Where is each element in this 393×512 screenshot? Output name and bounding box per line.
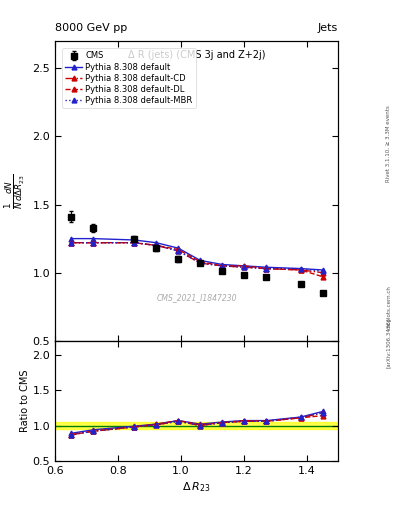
Line: Pythia 8.308 default-MBR: Pythia 8.308 default-MBR — [69, 240, 325, 274]
Line: Pythia 8.308 default-DL: Pythia 8.308 default-DL — [69, 240, 325, 279]
Pythia 8.308 default-MBR — [154, 242, 159, 248]
Pythia 8.308 default-CD — [176, 248, 181, 254]
Pythia 8.308 default-DL — [154, 242, 159, 248]
Legend: CMS, Pythia 8.308 default, Pythia 8.308 default-CD, Pythia 8.308 default-DL, Pyt: CMS, Pythia 8.308 default, Pythia 8.308 … — [62, 48, 196, 108]
Pythia 8.308 default-DL — [176, 246, 181, 252]
Pythia 8.308 default-MBR — [176, 248, 181, 254]
Pythia 8.308 default — [69, 236, 74, 242]
Text: Rivet 3.1.10, ≥ 3.3M events: Rivet 3.1.10, ≥ 3.3M events — [386, 105, 391, 182]
Pythia 8.308 default-DL — [299, 267, 303, 273]
Pythia 8.308 default-DL — [264, 266, 269, 272]
Pythia 8.308 default — [154, 240, 159, 246]
Pythia 8.308 default-DL — [91, 240, 96, 246]
Pythia 8.308 default — [321, 267, 325, 273]
Pythia 8.308 default — [242, 263, 247, 269]
Text: mcplots.cern.ch: mcplots.cern.ch — [386, 285, 391, 329]
Text: Jets: Jets — [318, 23, 338, 33]
Pythia 8.308 default-MBR — [69, 240, 74, 246]
Pythia 8.308 default-CD — [69, 240, 74, 246]
Pythia 8.308 default-CD — [264, 266, 269, 272]
Pythia 8.308 default — [198, 258, 203, 264]
Pythia 8.308 default-DL — [242, 263, 247, 269]
Pythia 8.308 default — [264, 264, 269, 270]
Pythia 8.308 default-CD — [132, 240, 137, 246]
Pythia 8.308 default-DL — [220, 263, 225, 269]
Pythia 8.308 default-MBR — [264, 266, 269, 272]
Pythia 8.308 default-DL — [198, 259, 203, 265]
Pythia 8.308 default-DL — [321, 274, 325, 280]
Y-axis label: $\frac{1}{N}\frac{dN}{d\Delta R_{23}}$: $\frac{1}{N}\frac{dN}{d\Delta R_{23}}$ — [4, 173, 27, 209]
Pythia 8.308 default-CD — [91, 240, 96, 246]
Bar — [55, 422, 338, 429]
Pythia 8.308 default-MBR — [242, 264, 247, 270]
Line: Pythia 8.308 default-CD: Pythia 8.308 default-CD — [69, 240, 325, 275]
Pythia 8.308 default-MBR — [132, 240, 137, 246]
Pythia 8.308 default-DL — [69, 240, 74, 246]
Pythia 8.308 default — [299, 266, 303, 272]
Pythia 8.308 default-CD — [198, 260, 203, 266]
Pythia 8.308 default — [91, 236, 96, 242]
Pythia 8.308 default-CD — [242, 264, 247, 270]
Pythia 8.308 default — [132, 237, 137, 243]
Pythia 8.308 default-MBR — [198, 260, 203, 266]
Text: 8000 GeV pp: 8000 GeV pp — [55, 23, 127, 33]
Pythia 8.308 default-MBR — [321, 268, 325, 274]
Y-axis label: Ratio to CMS: Ratio to CMS — [20, 370, 29, 432]
Line: Pythia 8.308 default: Pythia 8.308 default — [69, 236, 325, 272]
Pythia 8.308 default-CD — [321, 270, 325, 276]
Pythia 8.308 default — [220, 262, 225, 268]
Pythia 8.308 default-CD — [154, 242, 159, 248]
Text: Δ R (jets) (CMS 3j and Z+2j): Δ R (jets) (CMS 3j and Z+2j) — [128, 50, 265, 60]
Pythia 8.308 default-CD — [299, 267, 303, 273]
X-axis label: $\Delta\,R_{23}$: $\Delta\,R_{23}$ — [182, 480, 211, 494]
Text: [arXiv:1306.3436]: [arXiv:1306.3436] — [386, 318, 391, 368]
Pythia 8.308 default-MBR — [299, 266, 303, 272]
Pythia 8.308 default — [176, 245, 181, 251]
Pythia 8.308 default-MBR — [91, 240, 96, 246]
Pythia 8.308 default-CD — [220, 263, 225, 269]
Pythia 8.308 default-DL — [132, 240, 137, 246]
Text: CMS_2021_I1847230: CMS_2021_I1847230 — [156, 293, 237, 302]
Pythia 8.308 default-MBR — [220, 263, 225, 269]
